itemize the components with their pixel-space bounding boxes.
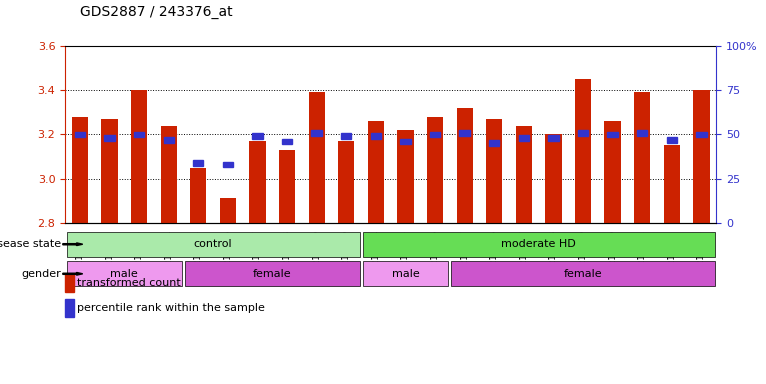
Bar (401, 139, 411, 144)
Bar (131, 90, 147, 223)
FancyBboxPatch shape (362, 232, 715, 257)
Bar (341, 133, 352, 139)
Bar (101, 119, 118, 223)
Bar (338, 141, 355, 223)
Text: GDS2887 / 243376_at: GDS2887 / 243376_at (80, 5, 233, 19)
Bar (634, 93, 650, 223)
Bar (190, 167, 206, 223)
Bar (604, 121, 620, 223)
Bar (578, 130, 588, 136)
Bar (72, 117, 88, 223)
Text: disease state: disease state (0, 239, 61, 249)
Bar (65, 274, 74, 292)
Bar (134, 132, 144, 137)
Bar (575, 79, 591, 223)
Text: male: male (391, 269, 419, 279)
Bar (75, 132, 85, 137)
Bar (516, 126, 532, 223)
Bar (371, 133, 381, 139)
Bar (104, 135, 115, 141)
FancyBboxPatch shape (67, 232, 359, 257)
Bar (312, 130, 322, 136)
Bar (65, 299, 74, 317)
Bar (193, 160, 204, 166)
Text: male: male (110, 269, 138, 279)
Bar (163, 137, 174, 142)
Bar (223, 162, 233, 167)
Text: female: female (253, 269, 292, 279)
Bar (427, 117, 444, 223)
Bar (607, 132, 618, 137)
Text: control: control (194, 239, 232, 249)
Bar (548, 135, 558, 141)
Bar (693, 90, 709, 223)
Bar (430, 132, 440, 137)
Bar (519, 135, 529, 141)
Bar (309, 93, 325, 223)
Bar (220, 199, 236, 223)
Bar (457, 108, 473, 223)
FancyBboxPatch shape (185, 262, 359, 286)
Bar (666, 137, 677, 142)
Bar (489, 141, 499, 146)
Bar (637, 130, 647, 136)
Bar (282, 139, 293, 144)
Text: moderate HD: moderate HD (501, 239, 576, 249)
Bar (161, 126, 177, 223)
FancyBboxPatch shape (451, 262, 715, 286)
Bar (252, 133, 263, 139)
Text: gender: gender (21, 269, 61, 279)
Bar (486, 119, 502, 223)
Text: transformed count: transformed count (77, 278, 181, 288)
Bar (696, 132, 706, 137)
Bar (250, 141, 266, 223)
FancyBboxPatch shape (362, 262, 448, 286)
Text: female: female (564, 269, 602, 279)
Bar (279, 150, 295, 223)
Bar (398, 130, 414, 223)
Text: percentile rank within the sample: percentile rank within the sample (77, 303, 265, 313)
FancyBboxPatch shape (67, 262, 182, 286)
Bar (545, 134, 561, 223)
Bar (460, 130, 470, 136)
Bar (368, 121, 384, 223)
Bar (663, 146, 680, 223)
